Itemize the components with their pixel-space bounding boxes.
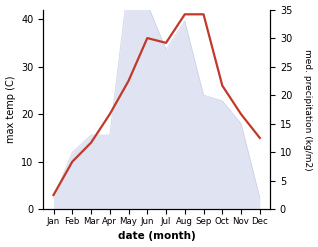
Y-axis label: max temp (C): max temp (C): [5, 76, 16, 143]
X-axis label: date (month): date (month): [118, 231, 196, 242]
Y-axis label: med. precipitation (kg/m2): med. precipitation (kg/m2): [303, 49, 313, 170]
